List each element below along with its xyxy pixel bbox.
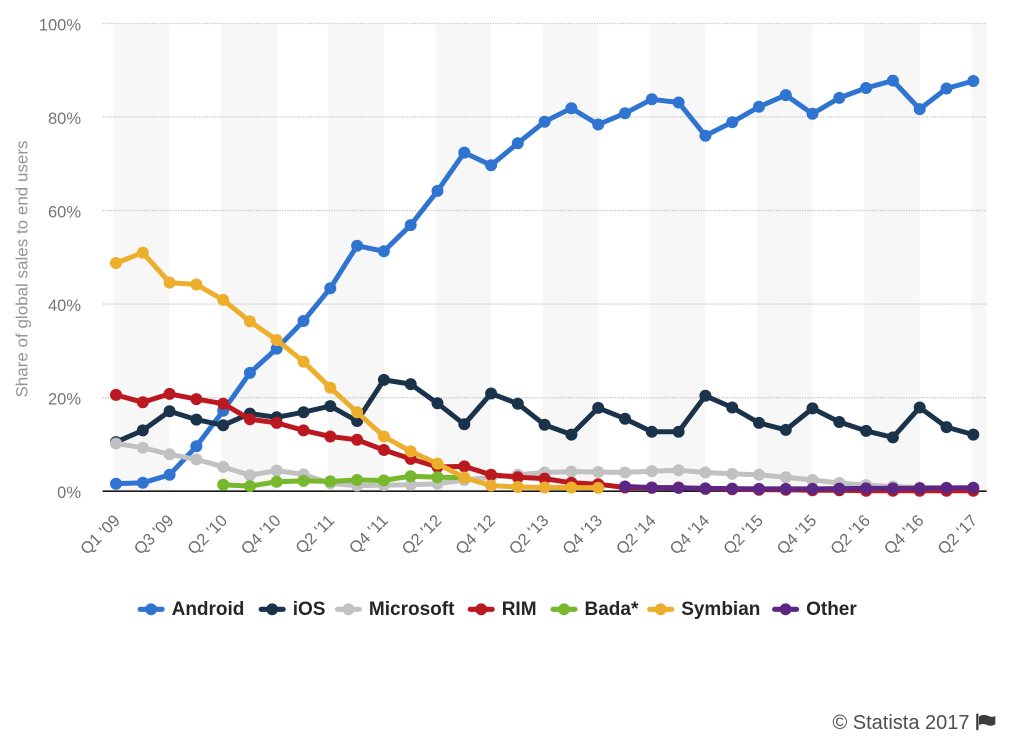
svg-text:Android: Android [172,599,245,620]
svg-text:Symbian: Symbian [681,599,760,620]
svg-text:Bada*: Bada* [585,599,639,620]
svg-text:Microsoft: Microsoft [369,599,455,620]
svg-text:40%: 40% [48,297,81,315]
svg-text:RIM: RIM [502,599,537,620]
svg-text:© Statista 2017: © Statista 2017 [832,712,969,734]
svg-text:20%: 20% [48,391,81,409]
svg-text:Share of global sales to end u: Share of global sales to end users [13,140,32,397]
svg-text:Other: Other [806,599,857,620]
svg-text:0%: 0% [57,484,81,502]
svg-text:100%: 100% [39,17,82,35]
svg-text:60%: 60% [48,204,81,222]
svg-text:iOS: iOS [293,599,326,620]
svg-text:80%: 80% [48,110,81,128]
